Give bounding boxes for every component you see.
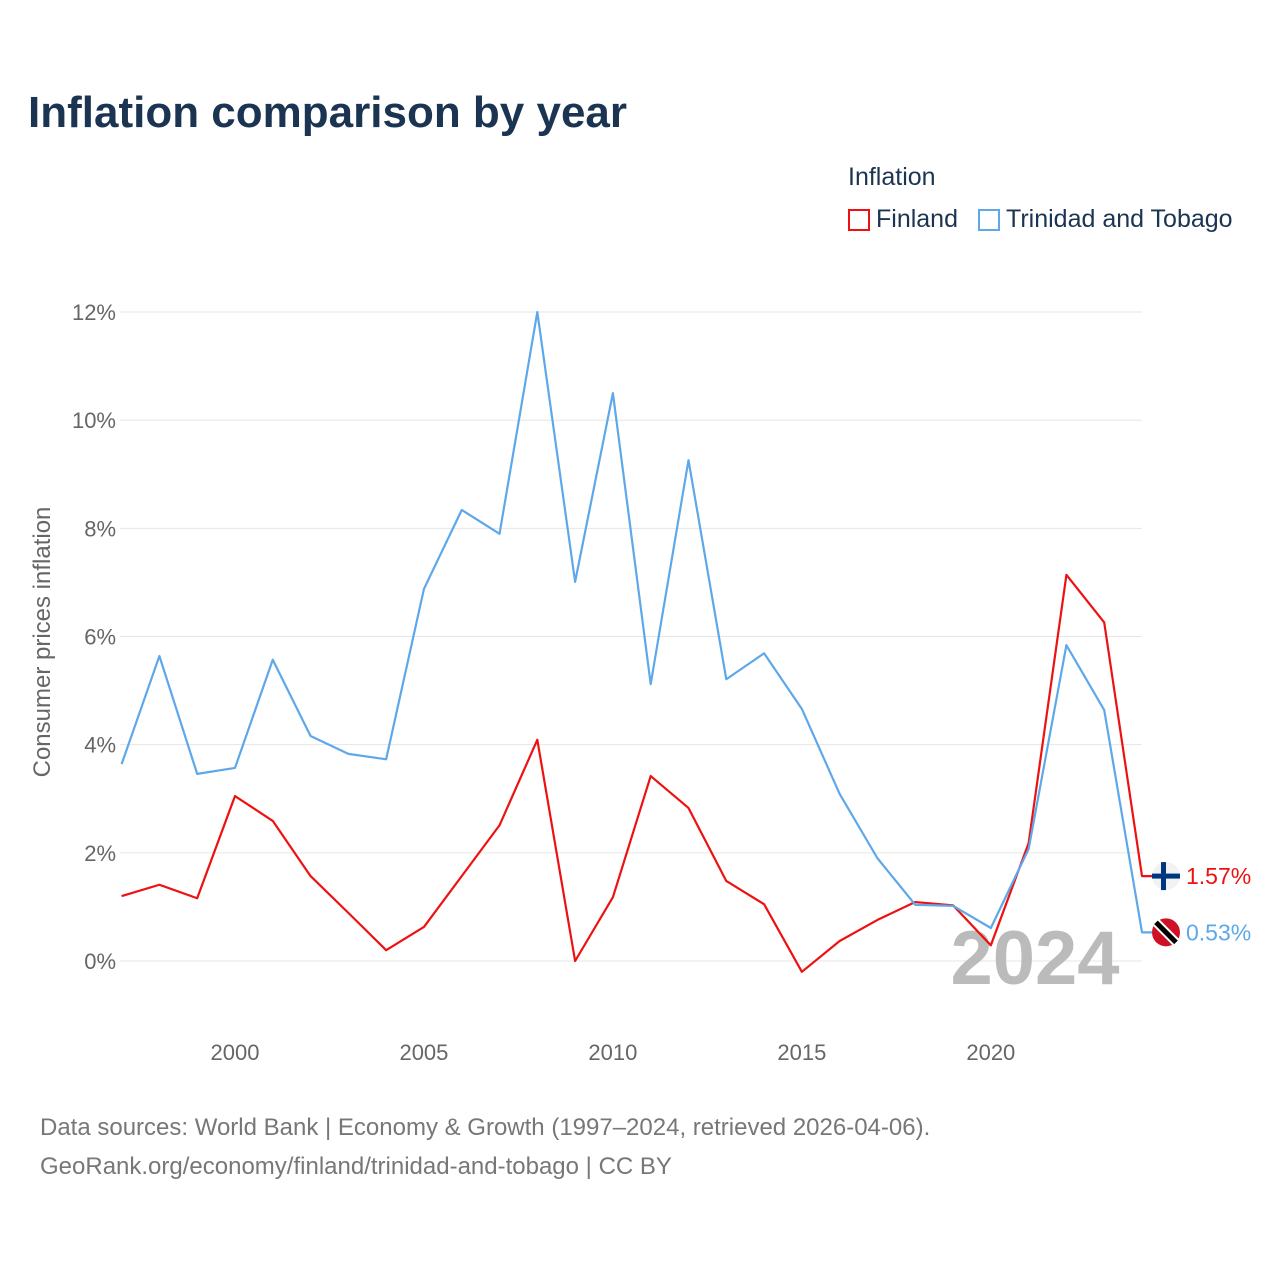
y-tick-label: 12% bbox=[72, 300, 116, 325]
year-watermark: 2024 bbox=[950, 916, 1119, 1001]
y-tick-label: 4% bbox=[84, 733, 116, 758]
flag-stripe bbox=[1154, 920, 1178, 945]
y-tick-label: 6% bbox=[84, 625, 116, 650]
y-axis-label: Consumer prices inflation bbox=[29, 507, 56, 778]
legend: Finland Trinidad and Tobago bbox=[848, 205, 1233, 234]
source-link[interactable]: GeoRank.org/economy/finland/trinidad-and… bbox=[40, 1153, 672, 1180]
flag-cross bbox=[1161, 862, 1166, 891]
x-tick-label: 2010 bbox=[588, 1040, 637, 1065]
x-tick-label: 2000 bbox=[211, 1040, 260, 1065]
x-tick-label: 2015 bbox=[777, 1040, 826, 1065]
y-tick-label: 2% bbox=[84, 841, 116, 866]
legend-item-finland[interactable]: Finland bbox=[848, 205, 958, 234]
end-value-label: 0.53% bbox=[1186, 919, 1251, 945]
series-line-trinidad bbox=[120, 310, 1152, 934]
legend-label: Finland bbox=[876, 205, 958, 233]
legend-label: Trinidad and Tobago bbox=[1006, 205, 1233, 233]
legend-swatch bbox=[978, 208, 1000, 231]
source-line: Data sources: World Bank | Economy & Gro… bbox=[40, 1114, 931, 1141]
finland-flag-icon bbox=[1152, 862, 1180, 891]
legend-item-trinidad[interactable]: Trinidad and Tobago bbox=[978, 205, 1233, 234]
y-tick-label: 10% bbox=[72, 408, 116, 433]
trinidad-flag-icon bbox=[1152, 918, 1180, 947]
legend-swatch bbox=[848, 208, 870, 231]
end-value-label: 1.57% bbox=[1186, 863, 1251, 889]
source-note: Data sources: World Bank | Economy & Gro… bbox=[40, 1108, 930, 1186]
series-line-finland bbox=[121, 573, 1152, 973]
x-tick-label: 2020 bbox=[966, 1040, 1015, 1065]
legend-title: Inflation bbox=[848, 163, 936, 191]
x-tick-label: 2005 bbox=[399, 1040, 448, 1065]
chart-title: Inflation comparison by year bbox=[28, 88, 628, 137]
y-tick-label: 8% bbox=[84, 516, 116, 541]
y-tick-label: 0% bbox=[84, 949, 116, 974]
